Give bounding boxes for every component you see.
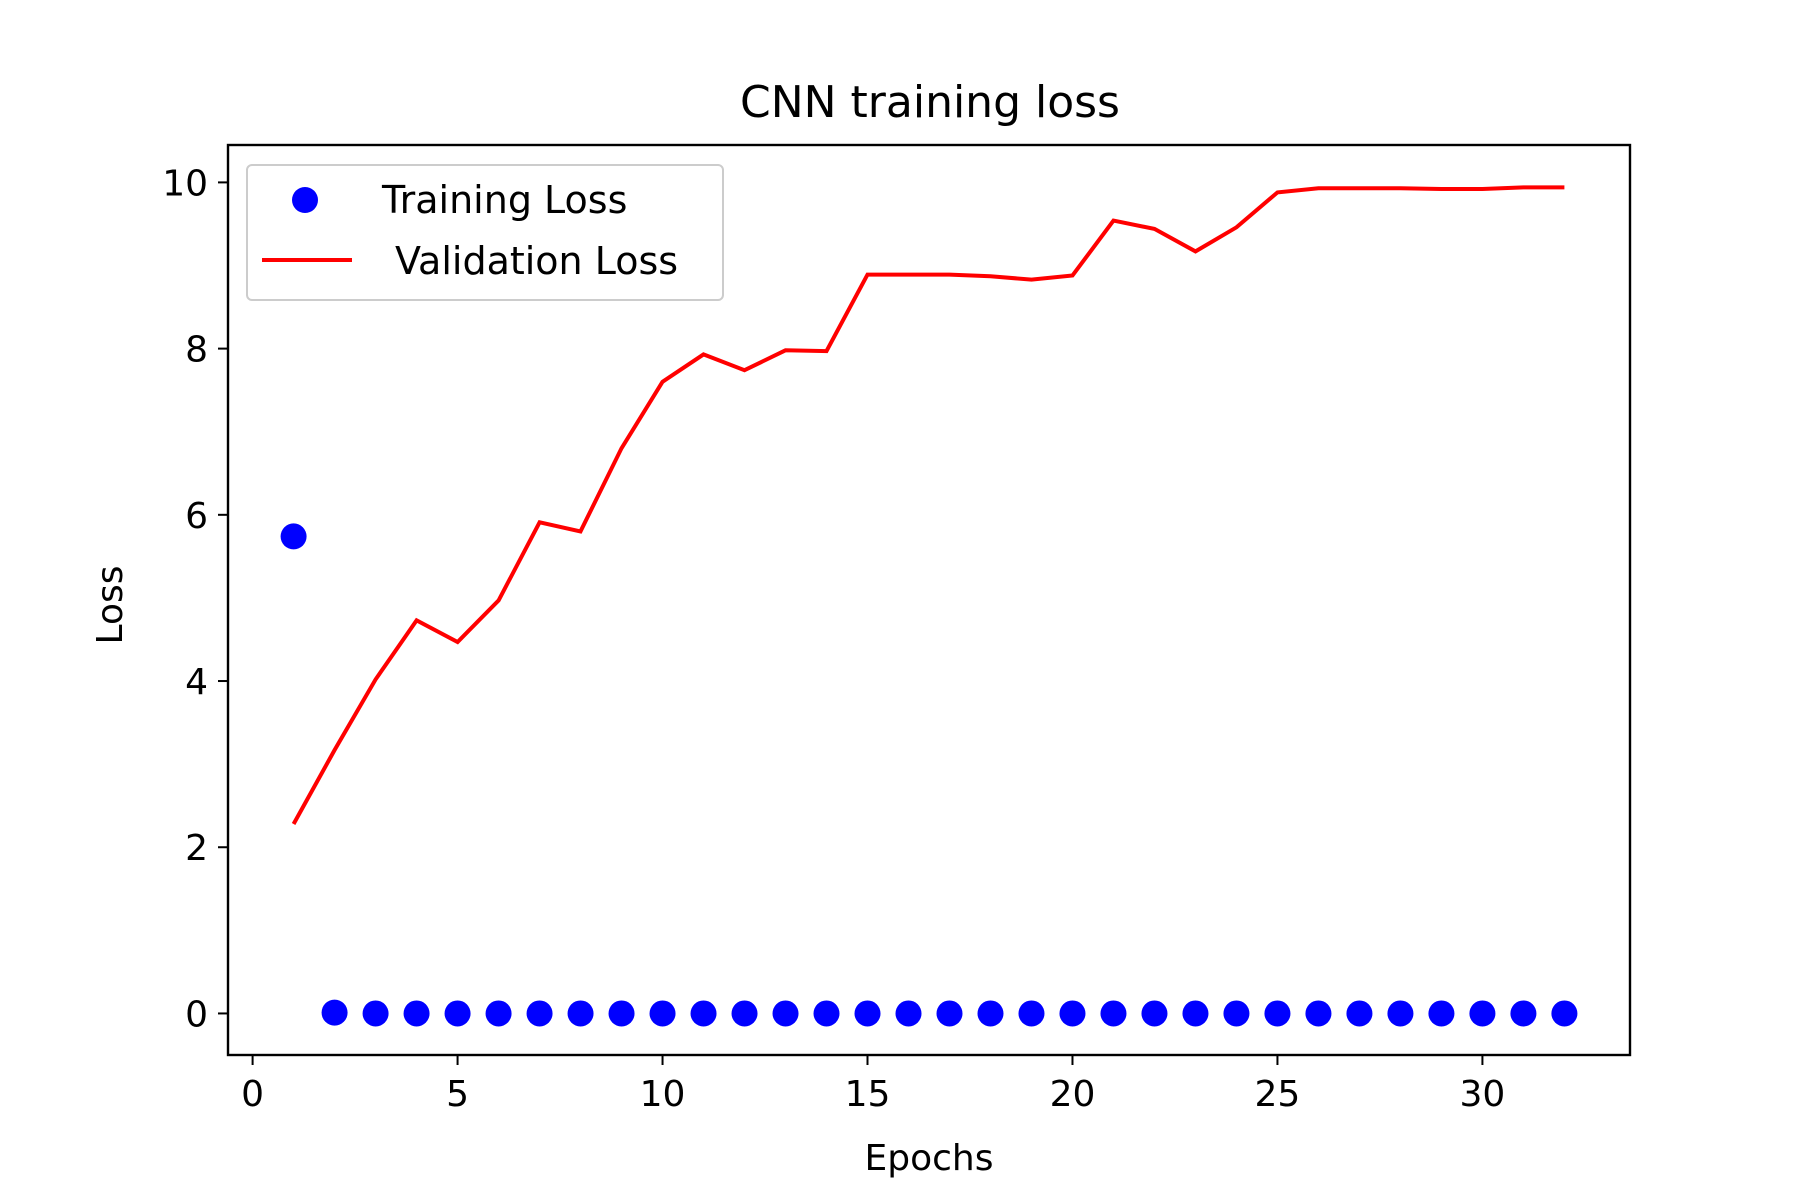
training-loss-point-31 [1510,1000,1537,1027]
y-axis: 0 2 4 6 8 10 [162,163,228,1035]
plot-area [280,185,1578,1027]
training-loss-point-13 [772,1000,799,1027]
training-loss-point-3 [362,1000,389,1027]
x-tick-label-25: 25 [1255,1074,1301,1115]
training-loss-point-18 [977,1000,1004,1027]
training-loss-point-21 [1100,1000,1127,1027]
training-loss-point-24 [1223,1000,1250,1027]
training-loss-point-25 [1264,1000,1291,1027]
training-loss-point-23 [1182,1000,1209,1027]
x-tick-label-30: 30 [1460,1074,1506,1115]
x-tick-label-10: 10 [640,1074,686,1115]
chart-title: CNN training loss [740,77,1120,128]
plot-frame [226,143,1632,1057]
y-tick-label-2: 2 [185,828,208,869]
y-tick-label-6: 6 [185,496,208,537]
training-loss-point-17 [936,1000,963,1027]
training-loss-point-4 [403,1000,430,1027]
training-loss-point-30 [1469,1000,1496,1027]
legend: Training Loss Validation Loss [246,164,724,301]
x-axis-label: Epochs [865,1138,994,1179]
y-tick-label-10: 10 [162,163,208,204]
x-tick-label-15: 15 [845,1074,891,1115]
y-tick-label-0: 0 [185,994,208,1035]
validation-loss-line [291,185,1565,825]
y-axis-label: Loss [90,566,131,645]
training-loss-point-27 [1346,1000,1373,1027]
training-loss-point-9 [608,1000,635,1027]
legend-label-training-loss: Training Loss [381,178,627,222]
training-loss-point-7 [526,1000,553,1027]
training-loss-point-16 [895,1000,922,1027]
training-loss-point-11 [690,1000,717,1027]
training-loss-point-15 [854,1000,881,1027]
training-loss-point-6 [485,1000,512,1027]
legend-box [246,164,724,301]
legend-marker-training-loss [292,187,318,213]
training-loss-point-12 [731,1000,758,1027]
training-loss-point-10 [649,1000,676,1027]
training-loss-point-26 [1305,1000,1332,1027]
training-loss-point-29 [1428,1000,1455,1027]
training-loss-point-1 [280,523,307,550]
training-loss-point-22 [1141,1000,1168,1027]
y-tick-label-8: 8 [185,330,208,371]
training-loss-point-8 [567,1000,594,1027]
training-loss-point-28 [1387,1000,1414,1027]
training-loss-point-19 [1018,1000,1045,1027]
legend-label-validation-loss: Validation Loss [395,239,678,283]
x-tick-label-20: 20 [1050,1074,1096,1115]
x-axis: 0 5 10 15 20 25 30 [241,1055,1505,1115]
training-loss-point-2 [321,999,348,1026]
training-loss-point-20 [1059,1000,1086,1027]
training-loss-point-32 [1551,1000,1578,1027]
training-loss-point-14 [813,1000,840,1027]
y-tick-label-4: 4 [185,662,208,703]
x-tick-label-0: 0 [241,1074,264,1115]
training-loss-point-5 [444,1000,471,1027]
x-tick-label-5: 5 [446,1074,469,1115]
